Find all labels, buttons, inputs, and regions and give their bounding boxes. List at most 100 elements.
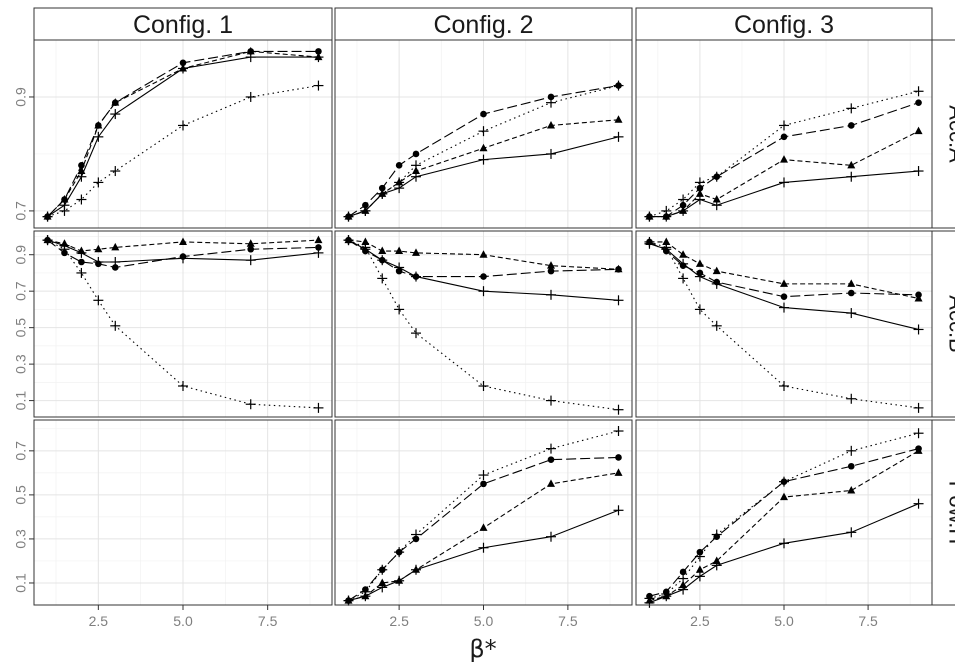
triangle-point: [847, 485, 856, 494]
triangle-point: [395, 246, 404, 255]
row-strip-label: Pow.H: [945, 481, 955, 545]
y-tick-label: 0.9: [13, 245, 29, 265]
triangle-point: [412, 248, 420, 256]
plus-point: [779, 120, 789, 131]
circle-point: [696, 269, 704, 277]
plus-point: [478, 126, 489, 137]
circle-point: [315, 48, 322, 55]
plus-point: [394, 304, 405, 315]
plus-point: [846, 445, 857, 456]
plus-point: [110, 320, 121, 331]
facet-panel: [33, 39, 333, 229]
x-tick-label: 7.5: [558, 613, 578, 629]
circle-point: [547, 267, 555, 275]
circle-point: [78, 258, 85, 266]
triangle-point: [378, 578, 387, 586]
row-strip-label: Acc.A: [945, 105, 955, 163]
plus-point: [846, 527, 857, 538]
series-line: [348, 456, 619, 602]
plus-point: [779, 538, 789, 549]
triangle-point: [847, 160, 856, 169]
column-strip-box: [33, 7, 333, 41]
triangle-point: [179, 63, 187, 72]
plus-point: [711, 529, 722, 540]
x-tick-label: 7.5: [258, 613, 278, 629]
plus-point: [546, 148, 556, 159]
y-tick-label: 0.7: [13, 441, 29, 461]
column-strips: Config. 1 Config. 2 Config. 3: [33, 7, 933, 41]
plus-point: [546, 443, 556, 454]
plus-point: [178, 120, 188, 131]
plus-point: [613, 131, 624, 142]
plus-point: [644, 236, 655, 247]
plus-point: [913, 498, 924, 509]
circle-point: [179, 253, 187, 260]
circle-point: [847, 122, 855, 129]
plus-point: [846, 393, 857, 404]
y-tick-label: 0.7: [13, 281, 29, 301]
plus-point: [711, 320, 722, 331]
plus-point: [478, 542, 489, 553]
facet-panel: [635, 39, 933, 229]
triangle-point: [412, 565, 420, 573]
series-line: [47, 50, 319, 217]
plus-point: [93, 131, 104, 142]
x-tick-label: 2.5: [89, 613, 109, 629]
panel-border: [334, 230, 633, 418]
circle-point: [915, 445, 922, 452]
facet-panel: [635, 419, 933, 608]
triangle-point: [60, 239, 69, 247]
triangle-point: [847, 279, 856, 287]
plus-point: [779, 177, 789, 188]
series-line: [649, 432, 919, 599]
triangle-point: [712, 266, 721, 275]
triangle-point: [111, 242, 120, 251]
triangle-point: [94, 244, 103, 253]
plus-point: [110, 109, 121, 120]
plus-point: [661, 242, 672, 253]
circle-point: [679, 568, 687, 576]
circle-point: [315, 244, 322, 251]
triangle-point: [695, 259, 704, 267]
triangle-point: [314, 235, 323, 244]
plus-point: [76, 267, 87, 278]
series-line: [348, 472, 619, 602]
plus-point: [546, 395, 556, 406]
circle-point: [480, 480, 487, 488]
circle-point: [362, 201, 369, 209]
circle-point: [61, 196, 68, 203]
circle-point: [847, 462, 855, 470]
circle-point: [111, 264, 119, 271]
column-strip-label: Config. 3: [734, 11, 834, 39]
y-tick-label: 0.3: [13, 354, 29, 374]
triangle-point: [780, 155, 788, 163]
triangle-point: [679, 206, 688, 214]
circle-point: [915, 99, 922, 106]
panel-border: [334, 39, 633, 229]
triangle-point: [695, 189, 704, 197]
series-line: [649, 241, 919, 298]
plus-point: [478, 286, 489, 297]
plus-point: [377, 564, 388, 575]
circle-point: [780, 293, 788, 300]
panel-grid: [33, 39, 933, 608]
circle-point: [95, 260, 102, 268]
plus-point: [245, 255, 256, 266]
plus-point: [913, 324, 924, 335]
plus-point: [478, 154, 489, 165]
circle-point: [78, 162, 85, 169]
circle-point: [780, 133, 788, 141]
circle-point: [679, 262, 687, 269]
circle-point: [378, 256, 386, 264]
triangle-point: [614, 468, 623, 476]
circle-point: [412, 273, 420, 280]
plus-point: [546, 97, 556, 108]
series-line: [47, 239, 319, 269]
x-tick-label: 5.0: [173, 613, 193, 629]
triangle-point: [547, 261, 555, 269]
plus-point: [661, 588, 672, 599]
plus-point: [178, 381, 188, 391]
plus-point: [694, 177, 705, 188]
triangle-point: [77, 166, 86, 175]
